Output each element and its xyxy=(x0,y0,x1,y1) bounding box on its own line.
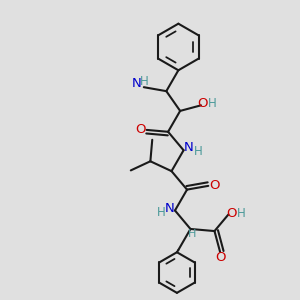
Text: O: O xyxy=(197,97,208,110)
Text: H: H xyxy=(188,229,196,239)
Text: O: O xyxy=(210,179,220,192)
Text: O: O xyxy=(215,251,225,264)
Text: H: H xyxy=(237,206,246,220)
Text: H: H xyxy=(208,97,217,110)
Text: N: N xyxy=(131,77,141,90)
Text: H: H xyxy=(140,75,149,88)
Text: N: N xyxy=(184,141,194,154)
Text: H: H xyxy=(194,145,202,158)
Text: O: O xyxy=(226,206,237,220)
Text: H: H xyxy=(157,206,166,219)
Text: N: N xyxy=(165,202,175,215)
Text: O: O xyxy=(135,123,145,136)
